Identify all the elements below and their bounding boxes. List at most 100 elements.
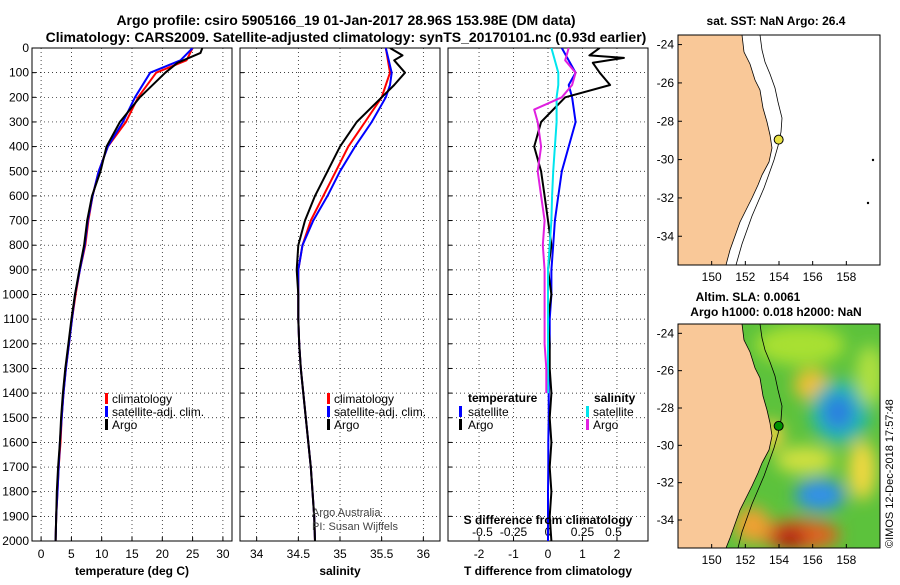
map-y-tick-label: -34: [657, 229, 675, 243]
series-group: [295, 48, 406, 541]
y-tick-label: 400: [9, 140, 29, 154]
legend-swatch-sat: [105, 406, 108, 417]
legend-label-sat: satellite-adj. clim.: [112, 405, 204, 419]
sla-field: [734, 325, 880, 548]
map-x-tick-label: 154: [769, 270, 789, 284]
sla-anomaly: [775, 446, 835, 474]
map-y-tick-label: -24: [657, 326, 675, 340]
legend-label-argo: Argo: [334, 418, 360, 432]
legend-swatch-t-sat: [459, 406, 462, 417]
sla-anomaly: [856, 345, 880, 405]
x-tick-label: 0: [545, 547, 552, 561]
legend-label-t-sat: satellite: [468, 405, 509, 419]
series-line-t-satellite: [547, 48, 577, 541]
x-tick-label: -2: [474, 547, 485, 561]
y-tick-label: 900: [9, 263, 29, 277]
legend-title-salinity: salinity: [594, 391, 636, 405]
legend-label-clim: climatology: [112, 392, 172, 406]
legend-label-sat: satellite-adj. clim.: [334, 405, 426, 419]
legend-swatch-sat: [327, 406, 330, 417]
map-y-tick-label: -26: [657, 76, 675, 90]
x-tick-label: 35: [333, 547, 347, 561]
top-x-tick-label: -0.25: [500, 525, 528, 539]
argo-location-marker: [773, 420, 784, 431]
y-tick-label: 1200: [2, 337, 29, 351]
legend-swatch-s-sat: [586, 406, 589, 417]
series-group: [533, 48, 625, 541]
map-y-tick-label: -24: [657, 38, 675, 52]
map-y-tick-label: -32: [657, 476, 675, 490]
map-y-tick-label: -28: [657, 401, 675, 415]
difference-xlabel: T difference from climatology: [464, 564, 632, 578]
top-x-tick-label: 0.5: [605, 525, 622, 539]
sla-anomaly: [734, 507, 770, 543]
legend-swatch-argo: [327, 419, 330, 430]
sla-map-axes: 150 152 154 156 158 -24 -26 -28 -30 -32 -34: [657, 326, 857, 567]
map-y-tick-label: -28: [657, 114, 675, 128]
y-tick-label: 0: [22, 41, 29, 55]
top-x-tick-label: -0.5: [472, 525, 493, 539]
x-tick-label: 1: [579, 547, 586, 561]
x-tick-label: 2: [614, 547, 621, 561]
x-tick-label: 30: [216, 547, 230, 561]
series-line-argo: [54, 48, 204, 541]
x-tick-label: 15: [125, 547, 139, 561]
x-tick-label: 10: [95, 547, 109, 561]
series-line-t-argo: [533, 48, 625, 541]
imos-timestamp: ©IMOS 12-Dec-2018 17:57:48: [884, 399, 896, 548]
isobath-line: [737, 324, 783, 548]
y-tick-label: 1400: [2, 386, 29, 400]
y-tick-label: 2000: [2, 534, 29, 548]
legend-label-s-argo: Argo: [593, 418, 619, 432]
legend-swatch-clim: [105, 393, 108, 404]
temperature-xlabel: temperature (deg C): [75, 564, 189, 578]
legend-swatch-clim: [327, 393, 330, 404]
salinity-panel: 34 34.5 35 35.5 36: [239, 47, 441, 561]
series-line-s-satellite: [547, 48, 560, 394]
y-tick-label: 500: [9, 164, 29, 178]
sla-anomaly: [774, 528, 806, 548]
sla-anomaly: [822, 394, 854, 430]
legend-swatch-t-argo: [459, 419, 462, 430]
y-tick-label: 800: [9, 238, 29, 252]
map-x-tick-label: 152: [735, 270, 755, 284]
series-line-argo: [295, 48, 406, 541]
map-y-tick-label: -30: [657, 438, 675, 452]
map-y-tick-label: -30: [657, 153, 675, 167]
map-x-tick-label: 158: [836, 553, 856, 567]
sla-map-title-2: Argo h1000: 0.018 h2000: NaN: [690, 305, 861, 319]
map-x-tick-label: 156: [803, 270, 823, 284]
legend-label-clim: climatology: [334, 392, 394, 406]
sst-map-title: sat. SST: NaN Argo: 26.4: [707, 14, 846, 28]
legend-label-t-argo: Argo: [468, 418, 494, 432]
temperature-legend: climatology satellite-adj. clim. Argo: [105, 392, 204, 432]
legend-swatch-s-argo: [586, 419, 589, 430]
legend-label-argo: Argo: [112, 418, 138, 432]
salinity-xlabel: salinity: [319, 564, 361, 578]
x-tick-label: 0: [38, 547, 45, 561]
y-tick-label: 700: [9, 214, 29, 228]
x-tick-label: 35.5: [370, 547, 394, 561]
map-y-tick-label: -34: [657, 513, 675, 527]
x-tick-label: 5: [68, 547, 75, 561]
y-tick-label: 1700: [2, 460, 29, 474]
sla-map: [678, 324, 880, 548]
credit-line-1: Argo Australia: [312, 507, 381, 519]
y-tick-label: 1600: [2, 435, 29, 449]
land-mass: [678, 35, 773, 265]
map-x-tick-label: 150: [702, 553, 722, 567]
y-tick-label: 1500: [2, 411, 29, 425]
salinity-legend: climatology satellite-adj. clim. Argo: [327, 392, 426, 432]
sst-map: [678, 35, 880, 265]
series-group: [54, 48, 204, 541]
island-dot: [871, 158, 875, 162]
legend-title-temperature: temperature: [468, 391, 538, 405]
island-dot: [866, 201, 870, 205]
legend-swatch-argo: [105, 419, 108, 430]
map-x-tick-label: 154: [769, 553, 789, 567]
sst-map-axes: 150 152 154 156 158 -24 -26 -28 -30 -32 -34: [657, 38, 857, 284]
argo-location-marker: [773, 134, 784, 145]
y-tick-label: 1900: [2, 509, 29, 523]
y-tick-label: 300: [9, 115, 29, 129]
